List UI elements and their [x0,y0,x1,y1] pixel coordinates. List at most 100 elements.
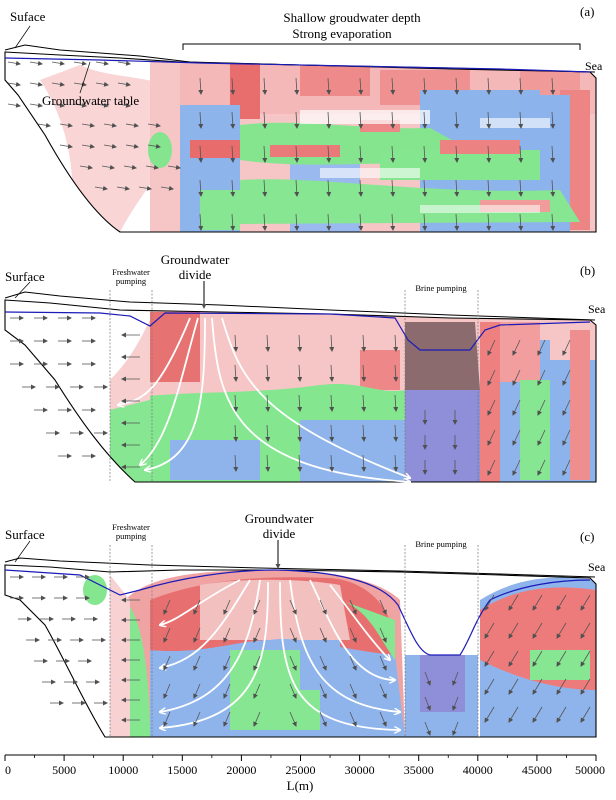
flow-arrow [556,706,567,723]
flow-arrow [486,77,492,95]
flow-arrow [125,143,139,149]
flow-arrow [233,424,239,442]
flow-arrow [422,111,428,129]
flow-arrow [550,179,556,197]
flow-arrow [487,369,496,386]
flow-arrow [193,599,201,615]
flow-arrow [562,429,571,446]
flow-arrow [349,655,357,671]
flow-arrow [556,678,567,695]
flow-arrow [297,454,303,472]
flow-arrow [125,122,139,128]
flow-arrow [454,111,460,129]
flow-arrow [349,627,357,643]
flow-arrow [233,394,239,412]
flow-arrow [163,711,171,727]
flow-arrow [329,454,335,472]
flow-arrow [223,683,231,699]
flow-arrow [223,655,231,671]
flow-arrow [452,671,459,686]
panel-a-flow-arrows [7,60,556,231]
flow-arrow [117,60,131,66]
panel-b-streamlines [118,317,410,482]
panel-c-flow-arrows [10,574,591,736]
flow-arrow [424,721,431,736]
flow-arrow [518,77,524,95]
flow-arrow [193,655,201,671]
flow-arrow [326,213,332,231]
flow-arrow [265,424,271,442]
flow-arrow [160,185,174,191]
flow-arrow [518,213,524,231]
flow-arrow [326,77,332,95]
flow-arrow [358,111,364,129]
flow-arrow [361,364,367,382]
flow-arrow [193,627,201,643]
flow-arrow [95,81,109,87]
flow-arrow [393,334,399,352]
flow-arrow [253,627,261,643]
flow-arrow [294,145,300,163]
flow-arrow [532,678,543,695]
flow-arrow [51,102,65,108]
flow-arrow [537,459,546,476]
panel-b [4,281,597,490]
flow-arrow [103,143,117,149]
flow-arrow [230,213,236,231]
flow-arrow [393,364,399,382]
flow-arrow [163,599,171,615]
flow-arrow [59,143,73,149]
flow-arrow [230,77,236,95]
flow-arrow [390,213,396,231]
flow-arrow [289,599,297,615]
flow-arrow [512,399,521,416]
flow-arrow [390,111,396,129]
flow-arrow [233,364,239,382]
flow-arrow [424,696,431,711]
flow-arrow [319,627,327,643]
flow-arrow [289,711,297,727]
flow-arrow [532,706,543,723]
flow-arrow [550,213,556,231]
flow-arrow [294,179,300,197]
flow-arrow [422,213,428,231]
flow-arrow [550,145,556,163]
flow-arrow [294,111,300,129]
flow-arrow [454,77,460,95]
flow-arrow [484,622,495,639]
flow-arrow [265,454,271,472]
flow-arrow [145,164,159,170]
flow-arrow [452,721,459,736]
flow-arrow [361,334,367,352]
flow-arrow [230,179,236,197]
flow-arrow [95,102,109,108]
flow-arrow [550,111,556,129]
flow-arrow [358,213,364,231]
flow-arrow [550,77,556,95]
flow-arrow [532,622,543,639]
flow-arrow [116,185,130,191]
x-axis-tickmarks [4,755,597,761]
panel-c-field [5,565,596,737]
flow-arrow [379,599,387,615]
flow-arrow [518,111,524,129]
flow-arrow [358,77,364,95]
flow-arrow [361,394,367,412]
flow-arrow [294,213,300,231]
panel-c [4,540,597,738]
flow-arrow [508,706,519,723]
flow-arrow [262,145,268,163]
flow-arrow [51,81,65,87]
flow-arrow [508,678,519,695]
flow-arrow [326,111,332,129]
flow-arrow [512,339,521,356]
flow-arrow [486,213,492,231]
panel-b-field [5,300,596,482]
flow-arrow [580,594,591,611]
flow-arrow [484,594,495,611]
flow-arrow [163,655,171,671]
flow-arrow [253,711,261,727]
flow-arrow [329,334,335,352]
flow-arrow [262,77,268,95]
